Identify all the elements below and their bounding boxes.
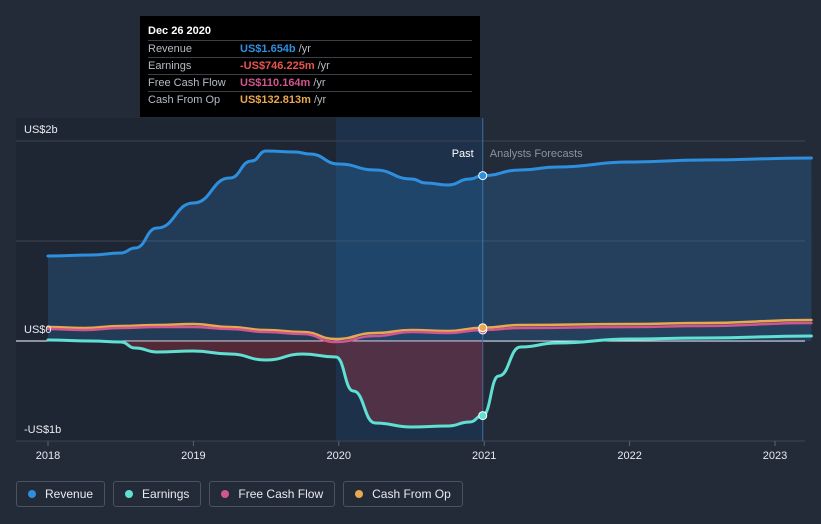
- tooltip-row-cash-from-op: Cash From Op US$132.813m /yr: [148, 91, 472, 108]
- tooltip-value: US$110.164m: [240, 77, 311, 89]
- tooltip-unit: /yr: [317, 60, 330, 72]
- legend-label: Free Cash Flow: [238, 487, 324, 501]
- legend-dot-icon: [125, 490, 134, 498]
- revenue-line: [46, 149, 813, 258]
- chart-legend: Revenue Earnings Free Cash Flow Cash Fro…: [16, 481, 463, 507]
- tooltip-unit: /yr: [313, 77, 326, 89]
- highlight-band: [335, 118, 483, 441]
- series-line-layer: [46, 149, 813, 429]
- free-cash-flow-line: [46, 321, 813, 344]
- revenue-area: [48, 151, 812, 341]
- marker-layer: [478, 171, 488, 421]
- x-tick-label: 2021: [472, 450, 496, 462]
- legend-item-cash-from-op[interactable]: Cash From Op: [343, 481, 463, 507]
- forecast-label: Analysts Forecasts: [490, 148, 583, 160]
- tooltip-row-revenue: Revenue US$1.654b /yr: [148, 40, 472, 57]
- x-tick-label: 2020: [327, 450, 351, 462]
- past-label: Past: [452, 148, 474, 160]
- tooltip-label: Revenue: [148, 43, 193, 55]
- legend-label: Revenue: [45, 487, 94, 501]
- y-tick-label: -US$1b: [24, 424, 61, 436]
- tooltip-label: Free Cash Flow: [148, 77, 226, 89]
- tooltip-label: Cash From Op: [148, 94, 221, 106]
- tooltip-date: Dec 26 2020: [148, 25, 211, 37]
- legend-label: Cash From Op: [372, 487, 451, 501]
- fill-layer: [48, 151, 812, 427]
- revenue-marker: [478, 171, 488, 181]
- earnings-loss-area: [48, 340, 483, 427]
- cash-from-op-marker: [478, 323, 488, 333]
- tooltip-unit: /yr: [313, 94, 327, 106]
- axis-label-layer: Past Analysts Forecasts US$2b US$0 -US$1b 201…: [24, 124, 787, 462]
- y-tick-label: US$0: [24, 324, 52, 336]
- legend-dot-icon: [28, 490, 36, 498]
- legend-item-earnings[interactable]: Earnings: [113, 481, 202, 507]
- legend-dot-icon: [355, 490, 364, 498]
- tooltip-row-earnings: Earnings -US$746.225m /yr: [148, 57, 472, 74]
- tooltip-label: Earnings: [148, 60, 192, 72]
- chart-background-layer: [16, 118, 483, 441]
- x-tick-label: 2022: [617, 450, 641, 462]
- legend-item-revenue[interactable]: Revenue: [16, 481, 106, 507]
- tooltip-value: US$1.654b: [240, 43, 296, 55]
- legend-dot-icon: [221, 490, 230, 498]
- financial-chart: Past Analysts Forecasts US$2b US$0 -US$1b 201…: [16, 118, 813, 462]
- x-tick-label: 2018: [36, 450, 60, 462]
- tooltip-row-free-cash-flow: Free Cash Flow US$110.164m /yr: [148, 74, 472, 91]
- legend-item-free-cash-flow[interactable]: Free Cash Flow: [209, 481, 336, 507]
- tooltip-value: -US$746.225m: [240, 60, 315, 72]
- hover-tooltip: Dec 26 2020 Revenue US$1.654b /yr Earnin…: [140, 16, 480, 117]
- legend-label: Earnings: [142, 487, 190, 501]
- tooltip-unit: /yr: [298, 43, 311, 55]
- earnings-line: [46, 334, 813, 429]
- cash-from-op-line: [46, 318, 813, 341]
- x-tick-label: 2019: [181, 450, 205, 462]
- y-tick-label: US$2b: [24, 124, 58, 136]
- tooltip-value: US$132.813m: [240, 94, 311, 106]
- earnings-marker: [478, 411, 488, 421]
- x-tick-label: 2023: [763, 450, 787, 462]
